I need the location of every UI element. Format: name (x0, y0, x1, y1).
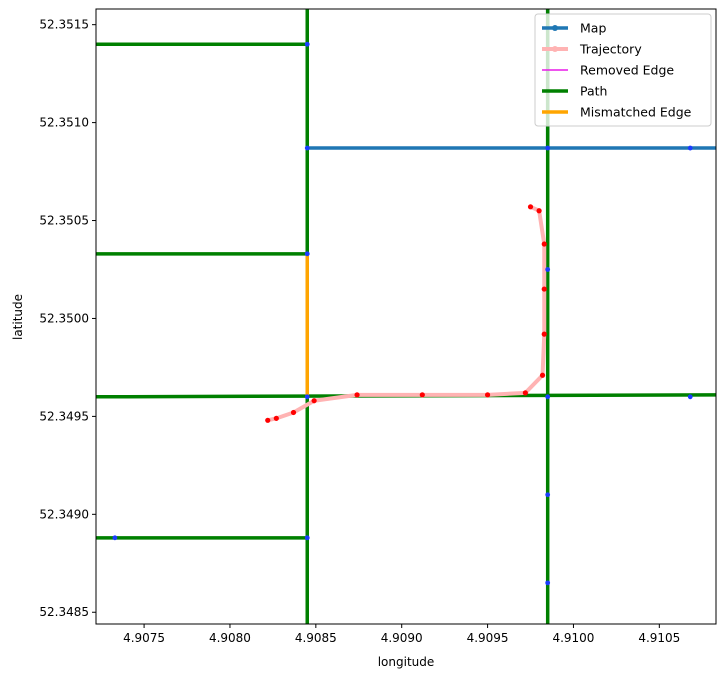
x-axis: 4.9075 4.9080 4.9085 4.9090 4.9095 4.9100 4.91… (123, 624, 680, 645)
plot-area (96, 9, 716, 624)
y-tick-label: 52.3515 (39, 18, 89, 32)
x-tick-label: 4.9075 (123, 631, 165, 645)
map-node (304, 394, 310, 400)
map-node (687, 394, 693, 400)
x-tick-label: 4.9095 (467, 631, 509, 645)
trajectory-point (536, 208, 542, 214)
map-node (304, 145, 310, 151)
x-tick-label: 4.9085 (295, 631, 337, 645)
map-node (545, 394, 551, 400)
map-node (112, 535, 118, 541)
map-node (304, 535, 310, 541)
x-tick-label: 4.9080 (209, 631, 251, 645)
y-axis: 52.3485 52.3490 52.3495 52.3500 52.3505 52.35… (39, 18, 96, 619)
trajectory-point (273, 415, 279, 421)
trajectory-point (290, 409, 297, 416)
y-tick-label: 52.3490 (39, 507, 89, 521)
trajectory-point (311, 398, 317, 404)
legend-label: Removed Edge (580, 63, 674, 78)
legend-marker (552, 25, 558, 31)
map-node (545, 267, 551, 272)
trajectory-point (419, 392, 425, 398)
y-tick-label: 52.3505 (39, 214, 89, 228)
x-tick-label: 4.9090 (381, 631, 423, 645)
legend-marker (552, 46, 558, 52)
trajectory-point (484, 392, 491, 398)
trajectory-line (267, 204, 547, 423)
map-node (304, 251, 310, 257)
trajectory-point (541, 241, 547, 247)
trajectory-point (354, 392, 360, 398)
y-tick-label: 52.3495 (39, 409, 89, 423)
legend-label: Trajectory (579, 42, 642, 57)
map-node (687, 145, 693, 151)
map-node (545, 145, 551, 151)
trajectory-point (265, 417, 271, 423)
trajectory-point (522, 390, 528, 396)
plot-frame (95, 8, 717, 625)
x-tick-label: 4.9105 (638, 631, 680, 645)
legend-box (534, 13, 712, 127)
trajectory-point (541, 331, 547, 337)
x-tick-label: 4.9100 (552, 631, 594, 645)
trajectory-layer (265, 204, 547, 423)
y-tick-label: 52.3500 (39, 311, 89, 325)
legend-label: Map (580, 21, 606, 36)
map-node-layer (112, 41, 693, 586)
y-tick-label: 52.3510 (39, 116, 89, 130)
map-node (304, 41, 310, 47)
y-tick-label: 52.3485 (39, 605, 89, 619)
y-axis-label: latitude (11, 294, 25, 340)
legend-label: Mismatched Edge (580, 105, 692, 120)
map-node (545, 492, 551, 498)
trajectory-point (539, 372, 546, 378)
legend: Map Trajectory Removed Edge Path Mismatched … (534, 13, 712, 127)
legend-label: Path (580, 84, 607, 99)
trajectory-point (527, 204, 534, 210)
trajectory-point (541, 286, 547, 292)
map-node (545, 580, 551, 586)
x-axis-label: longitude (378, 655, 435, 669)
